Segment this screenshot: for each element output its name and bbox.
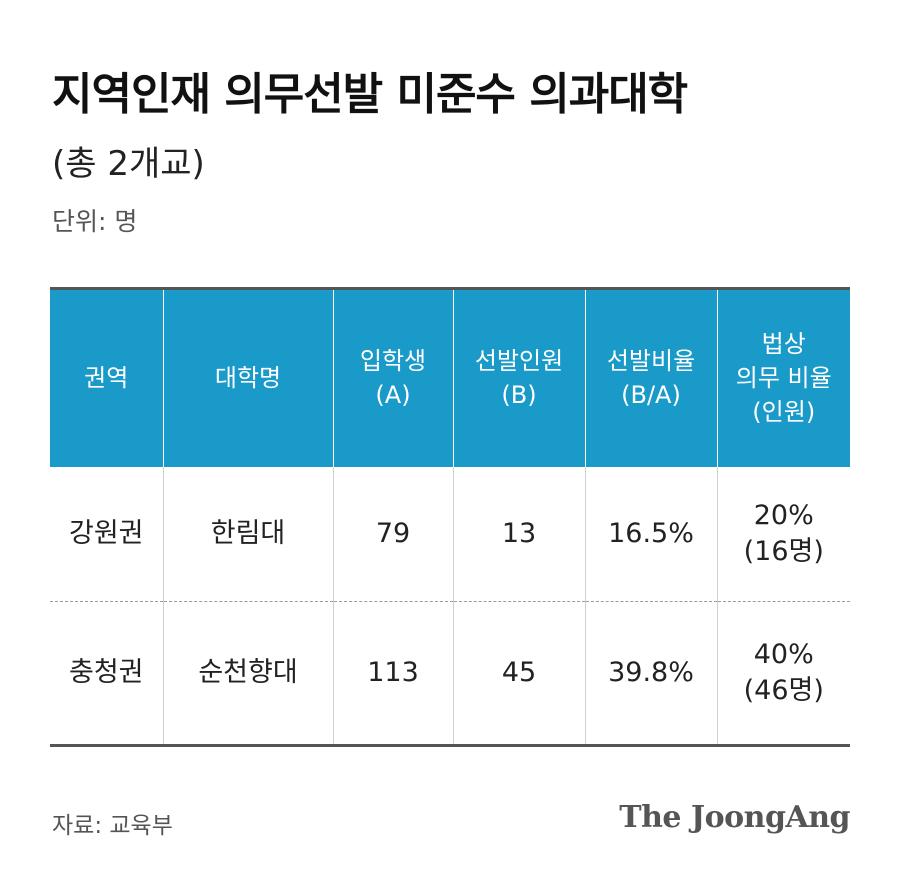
- cell-university: 한림대: [162, 466, 333, 602]
- header-region: 권역: [50, 287, 163, 467]
- header-ratio: 선발비율 (B/A): [584, 287, 717, 467]
- subtitle: (총 2개교): [52, 144, 205, 184]
- cell-ratio: 16.5%: [584, 466, 717, 602]
- cell-selected: 45: [452, 601, 585, 746]
- table-row: 충청권 순천향대 113 45 39.8% 40% (46명): [50, 601, 850, 746]
- cell-admitted: 79: [332, 466, 453, 602]
- cell-university: 순천향대: [162, 601, 333, 746]
- publisher-logo: The JoongAng: [619, 800, 850, 835]
- header-legal-rate: 법상 의무 비율 (인원): [716, 287, 850, 467]
- table-row: 강원권 한림대 79 13 16.5% 20% (16명): [50, 466, 850, 602]
- data-table: 권역 대학명 입학생 (A) 선발인원 (B) 선발비율 (B/A) 법상 의무…: [50, 287, 850, 747]
- cell-region: 강원권: [68, 517, 144, 549]
- cell-region: 충청권: [68, 657, 144, 688]
- cell-admitted: 113: [332, 601, 453, 746]
- cell-ratio: 39.8%: [584, 601, 717, 746]
- source-note: 자료: 교육부: [52, 813, 173, 839]
- header-selected: 선발인원 (B): [452, 287, 585, 467]
- unit-label: 단위: 명: [52, 207, 138, 236]
- cell-selected: 13: [452, 466, 585, 602]
- header-university: 대학명: [162, 287, 333, 467]
- header-admitted: 입학생 (A): [332, 287, 453, 467]
- page-title: 지역인재 의무선발 미준수 의과대학: [52, 69, 688, 120]
- table-header-row: 권역 대학명 입학생 (A) 선발인원 (B) 선발비율 (B/A) 법상 의무…: [50, 287, 850, 467]
- cell-legal-rate: 20% (16명): [716, 466, 850, 602]
- cell-legal-rate: 40% (46명): [716, 601, 850, 746]
